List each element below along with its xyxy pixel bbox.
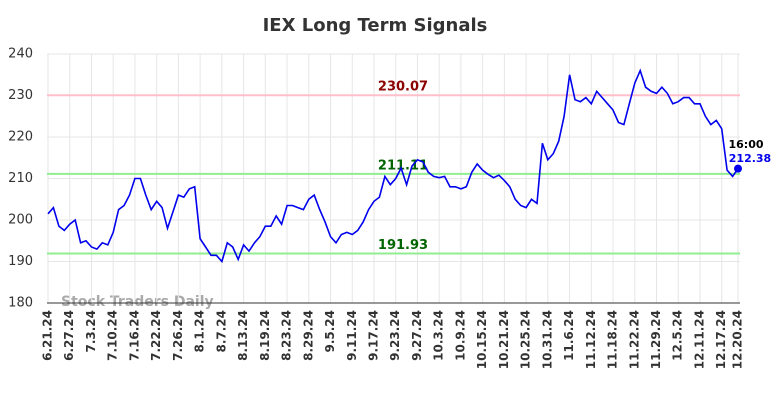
x-tick-label: 12.11.24 <box>692 310 706 369</box>
y-tick-label: 240 <box>8 47 33 62</box>
x-tick-label: 12.20.24 <box>731 310 745 369</box>
x-tick-label: 8.1.24 <box>193 310 207 353</box>
y-tick-label: 180 <box>8 296 33 311</box>
x-tick-label: 8.23.24 <box>280 310 294 361</box>
x-tick-label: 6.21.24 <box>41 310 55 361</box>
last-point <box>734 164 742 173</box>
y-tick-label: 210 <box>8 171 33 186</box>
y-tick-label: 200 <box>8 213 33 228</box>
price-line <box>47 68 739 264</box>
x-tick-label: 6.27.24 <box>62 310 76 361</box>
x-tick-label: 7.22.24 <box>149 310 163 361</box>
last-time-label: 16:00 <box>728 138 763 151</box>
x-tick-label: 8.19.24 <box>258 310 272 361</box>
watermark: Stock Traders Daily <box>61 294 214 310</box>
x-tick-label: 8.29.24 <box>301 310 315 361</box>
x-tick-label: 7.16.24 <box>127 310 141 361</box>
x-tick-label: 12.17.24 <box>714 310 728 369</box>
x-tick-label: 8.13.24 <box>236 310 250 361</box>
x-tick-label: 10.9.24 <box>453 310 467 361</box>
x-tick-label: 10.15.24 <box>475 310 489 369</box>
x-tick-label: 11.22.24 <box>627 310 641 369</box>
x-tick-label: 11.6.24 <box>562 310 576 361</box>
x-tick-label: 8.7.24 <box>214 310 228 353</box>
x-tick-label: 7.3.24 <box>84 310 98 353</box>
x-tick-label: 10.25.24 <box>519 310 533 369</box>
y-tick-label: 190 <box>8 254 33 269</box>
x-tick-label: 7.10.24 <box>106 310 120 361</box>
last-value-label: 212.38 <box>729 152 771 165</box>
chart-title: IEX Long Term Signals <box>263 15 488 36</box>
x-tick-label: 10.21.24 <box>497 310 511 369</box>
x-tick-label: 11.18.24 <box>606 310 620 369</box>
x-tick-label: 9.27.24 <box>410 310 424 361</box>
x-tick-label: 11.29.24 <box>649 310 663 369</box>
x-tick-label: 7.26.24 <box>171 310 185 361</box>
x-tick-label: 9.5.24 <box>323 310 337 353</box>
y-tick-label: 230 <box>8 88 33 103</box>
x-tick-label: 11.12.24 <box>584 310 598 369</box>
x-tick-label: 9.11.24 <box>345 310 359 361</box>
x-tick-label: 9.23.24 <box>388 310 402 361</box>
signal-label: 191.93 <box>378 238 428 253</box>
x-tick-label: 10.3.24 <box>432 310 446 361</box>
x-tick-label: 10.31.24 <box>540 310 554 369</box>
y-tick-label: 220 <box>8 130 33 145</box>
x-tick-label: 9.17.24 <box>366 310 380 361</box>
x-tick-label: 12.5.24 <box>671 310 685 361</box>
signal-label: 230.07 <box>378 80 428 95</box>
